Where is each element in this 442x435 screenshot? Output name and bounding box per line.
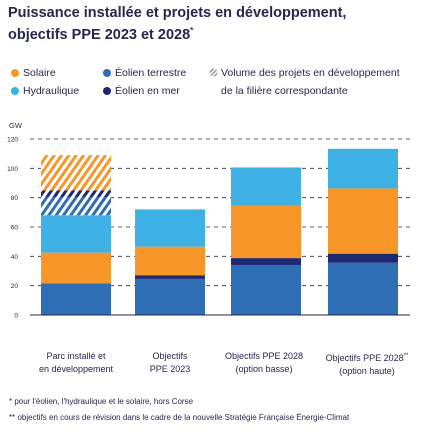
legend-item-hydraulique: Hydraulique [11, 85, 79, 97]
x-label-3-line2: (option haute) [339, 366, 395, 376]
hatch-segment-2 [41, 155, 111, 191]
x-label-0-line1: Parc installé et [46, 351, 106, 361]
legend-label-developpement: Volume des projets en développement [221, 67, 400, 79]
hatch-segment-0 [41, 196, 111, 216]
legend-item-eolien-mer: Éolien en mer [103, 85, 180, 97]
y-tick-label-120: 120 [7, 137, 18, 144]
x-label-3-line1: Objectifs PPE 2028 [325, 353, 404, 363]
x-label-0: Parc installé et en développement [28, 350, 124, 376]
bar-0-series-2 [41, 252, 111, 284]
bar-3-series-2 [328, 188, 398, 254]
y-tick-label-0: 0 [14, 313, 18, 320]
legend-label-eolien-mer: Éolien en mer [115, 85, 180, 97]
footnote-1: * pour l'éolien, l'hydraulique et le sol… [9, 397, 194, 406]
bar-2-series-0 [231, 264, 301, 315]
x-label-0-line2: en développement [38, 364, 114, 374]
title-footnote-mark: * [190, 26, 194, 35]
legend-item-solaire: Solaire [11, 67, 56, 79]
x-label-2-line1: Objectifs PPE 2028 [224, 351, 304, 361]
bar-1-series-3 [135, 209, 205, 247]
bar-2-series-1 [231, 258, 301, 265]
bar-0-series-3 [41, 215, 111, 253]
legend-item-eolien-terrestre: Éolien terrestre [103, 67, 186, 79]
legend-label-filiere: de la filière correspondante [221, 85, 348, 97]
y-axis-unit: GW [9, 121, 22, 130]
x-label-1: Objectifs PPE 2023 [122, 350, 218, 376]
chart-title: Puissance installée et projets en dévelo… [8, 4, 428, 44]
x-label-2: Objectifs PPE 2028 (option basse) [216, 350, 312, 376]
x-label-1-line2: PPE 2023 [149, 364, 191, 374]
title-line-1: Puissance installée et projets en dévelo… [8, 5, 347, 21]
legend-label-solaire: Solaire [23, 67, 56, 79]
legend-swatch-solaire [11, 68, 19, 77]
y-tick-label-80: 80 [11, 195, 19, 202]
bar-2-series-2 [231, 205, 301, 259]
bar-1-series-0 [135, 278, 205, 315]
y-tick-label-60: 60 [11, 225, 19, 232]
bar-2-series-3 [231, 167, 301, 206]
bar-0-series-0 [41, 283, 111, 315]
legend-swatch-hatch [209, 68, 218, 77]
y-tick-label-100: 100 [7, 166, 18, 173]
footnote-2: ** objectifs en cours de révision dans l… [9, 413, 350, 422]
bar-3-series-3 [328, 148, 398, 189]
y-tick-label-40: 40 [11, 254, 19, 261]
title-line-2: objectifs PPE 2023 et 2028 [8, 26, 191, 43]
legend-label-hydraulique: Hydraulique [23, 85, 80, 97]
legend-label-eolien-terrestre: Éolien terrestre [115, 67, 187, 79]
x-label-2-line2: (option basse) [235, 364, 293, 374]
x-label-1-line1: Objectifs [152, 351, 188, 361]
legend-swatch-eolien-mer [103, 86, 111, 95]
y-tick-label-20: 20 [11, 283, 19, 290]
bar-3-series-0 [328, 262, 398, 315]
bar-3-series-1 [328, 253, 398, 263]
x-label-3-sup: ** [403, 353, 409, 359]
legend-swatch-hydraulique [11, 86, 19, 95]
legend-swatch-eolien-terrestre [103, 68, 111, 77]
bar-1-series-2 [135, 246, 205, 276]
legend-item-developpement: Volume des projets en développement [209, 67, 400, 79]
x-label-3: Objectifs PPE 2028** (option haute) [312, 350, 422, 378]
hatch-segment-1 [41, 190, 111, 197]
bar-1-series-1 [135, 275, 205, 279]
